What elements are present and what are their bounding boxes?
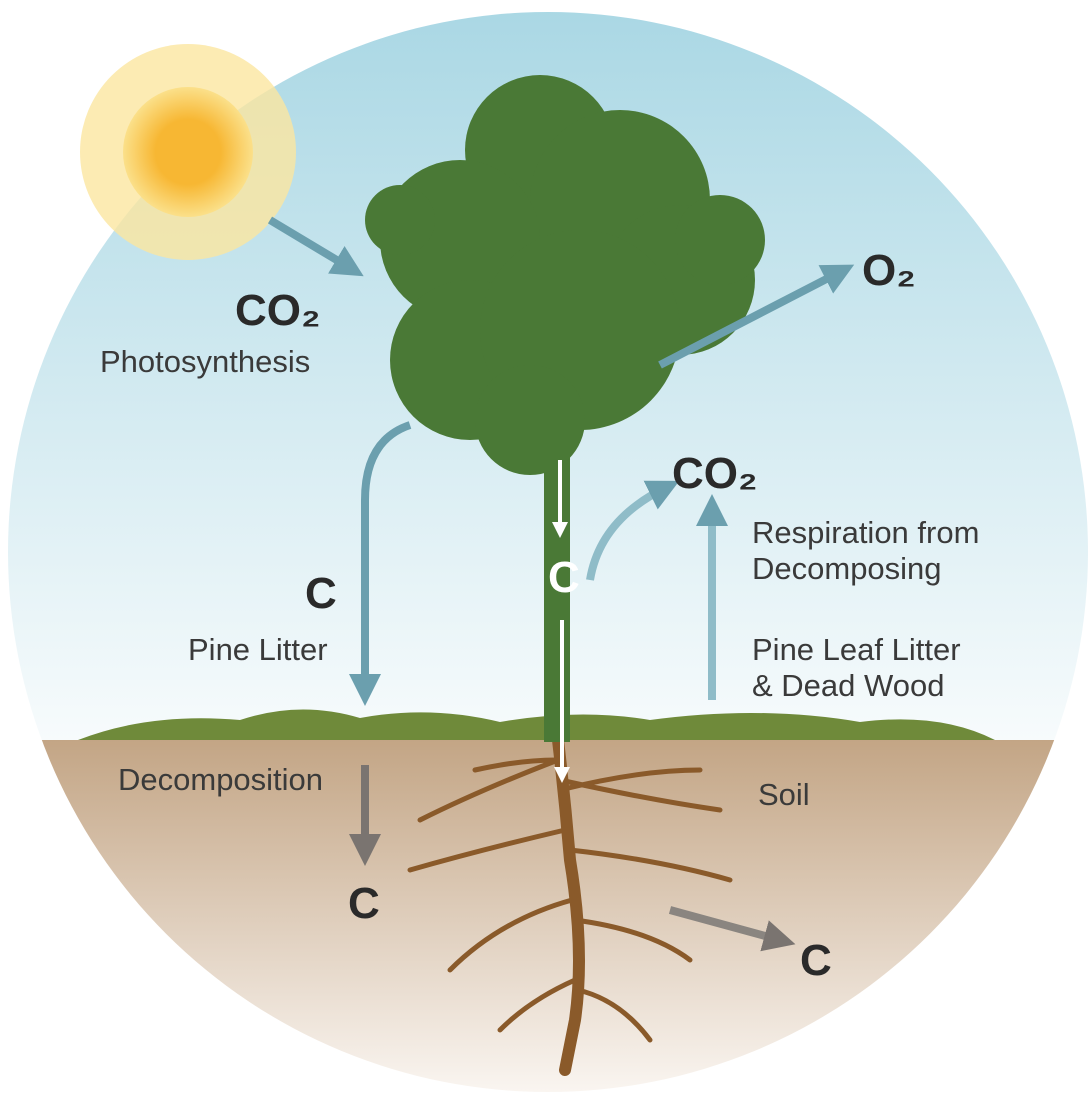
process-label: Photosynthesis <box>100 344 310 379</box>
region-label: Soil <box>758 777 810 812</box>
process-label: Pine Litter <box>188 632 328 667</box>
carbon-label: C <box>305 569 337 618</box>
co2-label: CO₂ <box>235 286 321 335</box>
text-line: Respiration from <box>752 515 979 550</box>
text-line: Decomposing <box>752 551 942 586</box>
sun <box>80 44 296 260</box>
carbon-label: C <box>800 936 832 985</box>
process-label: Pine Leaf Litter & Dead Wood <box>752 632 969 703</box>
co2-label: CO₂ <box>672 449 758 498</box>
o2-label: O₂ <box>862 246 916 295</box>
text-line: Pine Leaf Litter <box>752 632 961 667</box>
carbon-label: C <box>548 553 580 602</box>
carbon-cycle-diagram: CO₂ Photosynthesis O₂ C Pine Litter C CO… <box>0 0 1091 1096</box>
text-line: & Dead Wood <box>752 668 944 703</box>
carbon-label: C <box>348 879 380 928</box>
process-label: Decomposition <box>118 762 323 797</box>
